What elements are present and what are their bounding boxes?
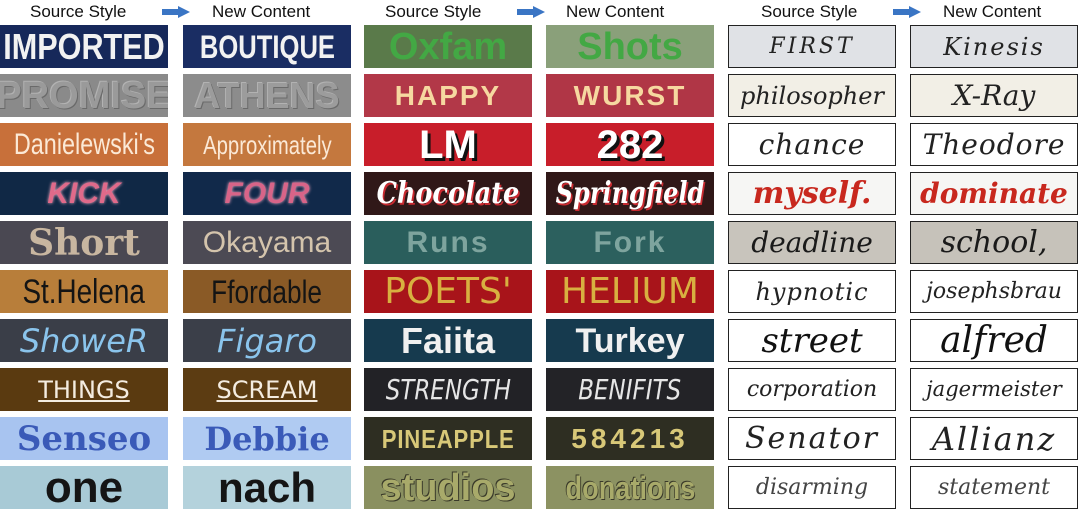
source-style-image: philosopher [728, 74, 896, 117]
new-content-image: donations [546, 466, 714, 509]
source-style-image: HAPPY [364, 74, 532, 117]
new-content-header-3: New Content [943, 2, 1042, 21]
source-style-image: myself. [728, 172, 896, 215]
new-content-image: 282 [546, 123, 714, 166]
source-style-image: St.Helena [0, 270, 168, 313]
source-style-image: Danielewski's [0, 123, 168, 166]
source-style-image: Oxfam [364, 25, 532, 68]
new-content-image: statement [910, 466, 1078, 509]
source-style-image: PROMISE [0, 74, 168, 117]
new-content-image: jagermeister [910, 368, 1078, 411]
source-style-image: ShoweR [0, 319, 168, 362]
arrow-right-icon [893, 6, 921, 18]
new-content-image: BENIFITS [546, 368, 714, 411]
new-content-image: school, [910, 221, 1078, 264]
new-content-image: FOUR [183, 172, 351, 215]
source-style-image: Chocolate [364, 172, 532, 215]
source-style-image: one [0, 466, 168, 509]
source-style-image: FIRST [728, 25, 896, 68]
source-style-image: Senator [728, 417, 896, 460]
source-style-header-1: Source Style [30, 2, 127, 21]
source-style-image: PINEAPPLE [364, 417, 532, 460]
new-content-image: SCREAM [183, 368, 351, 411]
source-style-image: Faiita [364, 319, 532, 362]
new-content-image: Okayama [183, 221, 351, 264]
source-style-image: POETS' [364, 270, 532, 313]
new-content-image: HELIUM [546, 270, 714, 313]
new-content-image: BOUTIQUE [183, 25, 351, 68]
new-content-image: Theodore [910, 123, 1078, 166]
new-content-image: Springfield [546, 172, 714, 215]
source-style-image: LM [364, 123, 532, 166]
new-content-image: Figaro [183, 319, 351, 362]
source-style-image: THINGS [0, 368, 168, 411]
new-content-image: Kinesis [910, 25, 1078, 68]
new-content-image: dominate [910, 172, 1078, 215]
source-style-image: KICK [0, 172, 168, 215]
source-style-image: Short [0, 221, 168, 264]
new-content-image: nach [183, 466, 351, 509]
new-content-image: Turkey [546, 319, 714, 362]
source-style-image: Senseo [0, 417, 168, 460]
new-content-image: 584213 [546, 417, 714, 460]
source-style-image: Runs [364, 221, 532, 264]
source-style-image: disarming [728, 466, 896, 509]
new-content-image: Ffordable [183, 270, 351, 313]
new-content-image: Shots [546, 25, 714, 68]
source-style-header-2: Source Style [385, 2, 482, 21]
source-style-image: deadline [728, 221, 896, 264]
source-style-image: hypnotic [728, 270, 896, 313]
source-style-image: street [728, 319, 896, 362]
new-content-image: X-Ray [910, 74, 1078, 117]
source-style-image: corporation [728, 368, 896, 411]
new-content-header-2: New Content [566, 2, 665, 21]
new-content-image: WURST [546, 74, 714, 117]
new-content-image: josephsbrau [910, 270, 1078, 313]
new-content-image: Debbie [183, 417, 351, 460]
new-content-image: Approximately [183, 123, 351, 166]
arrow-right-icon [517, 6, 545, 18]
source-style-image: chance [728, 123, 896, 166]
new-content-image: ATHENS [183, 74, 351, 117]
new-content-image: Fork [546, 221, 714, 264]
source-style-image: STRENGTH [364, 368, 532, 411]
new-content-image: Allianz [910, 417, 1078, 460]
source-style-image: IMPORTED [0, 25, 168, 68]
new-content-image: alfred [910, 319, 1078, 362]
arrow-right-icon [162, 6, 190, 18]
source-style-image: studios [364, 466, 532, 509]
new-content-header-1: New Content [212, 2, 311, 21]
source-style-header-3: Source Style [761, 2, 858, 21]
